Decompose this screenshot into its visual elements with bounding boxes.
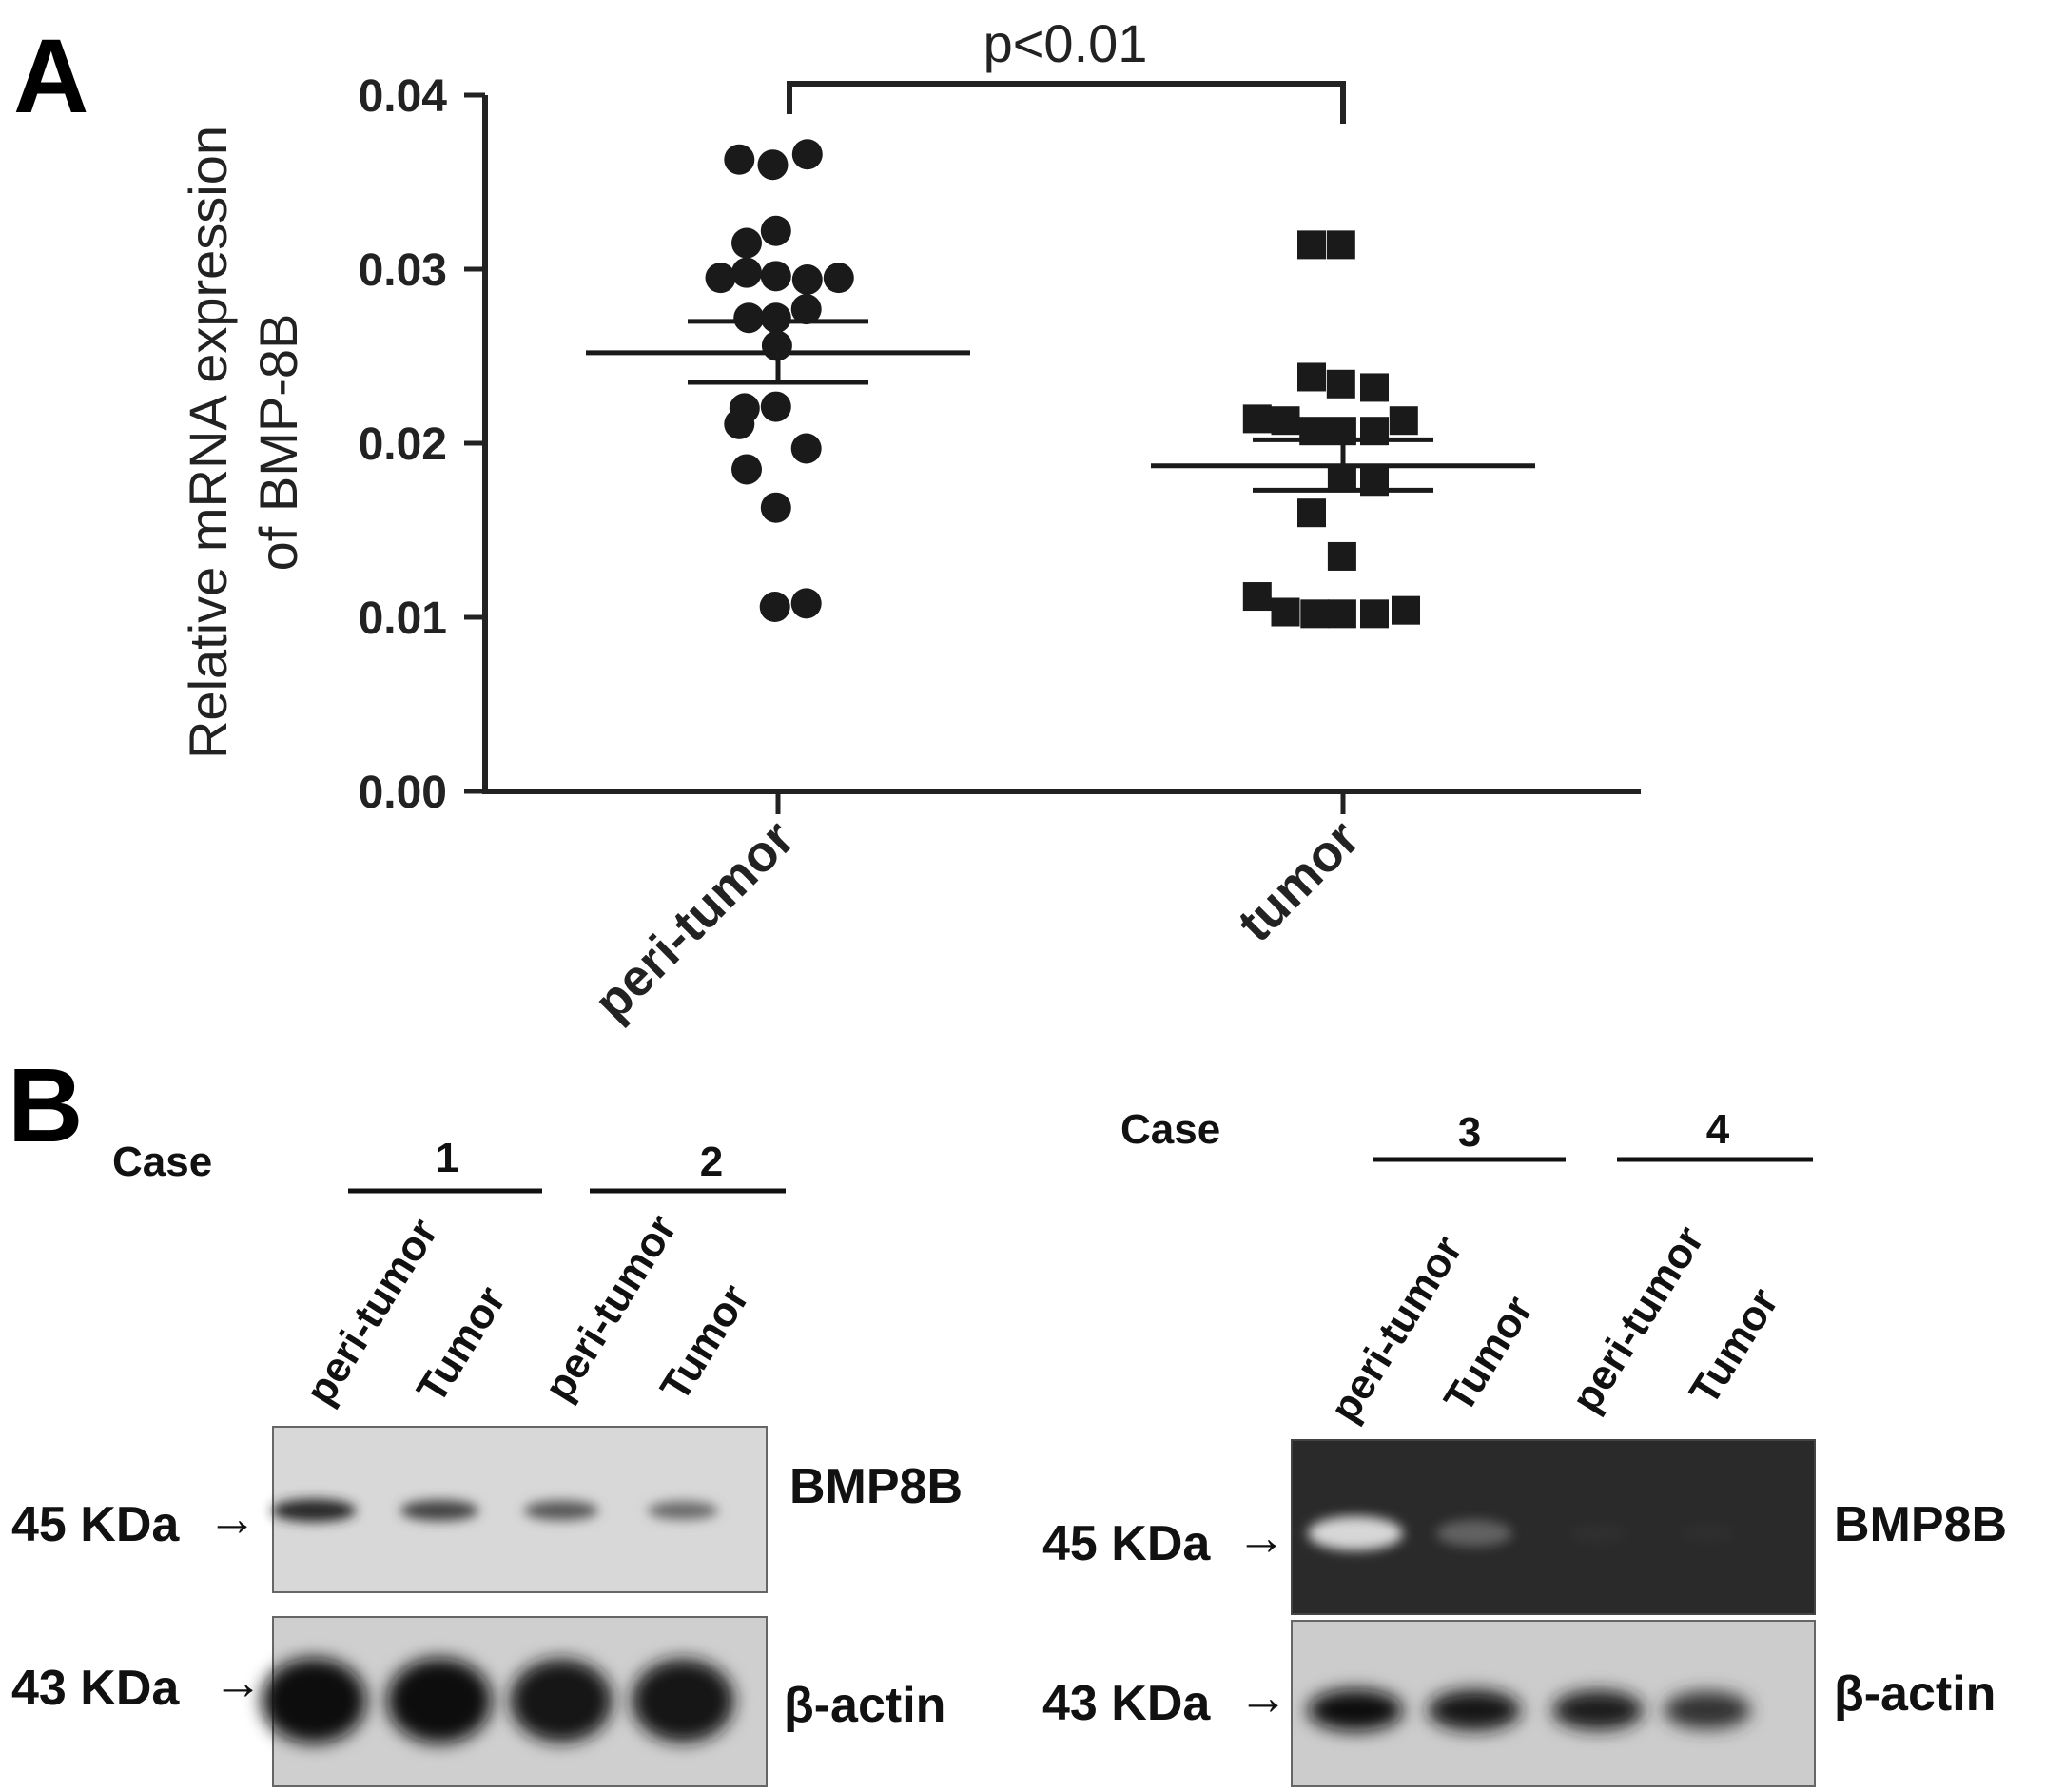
blot-left: Case 1 2 peri-tumor Tumor peri-tumor Tum… [11,1135,963,1787]
blot-right-lane-4: Tumor [1681,1280,1787,1412]
blot-right-case-3: 3 [1458,1109,1481,1156]
data-point-peri-tumor-4 [760,215,791,246]
blot-left-bmp8b-bands [271,1498,718,1523]
blot-left-case-2: 2 [700,1139,723,1185]
data-point-tumor-7 [1389,406,1418,436]
data-point-peri-tumor-19 [760,492,791,523]
band-blot1-row1-lane2 [399,1499,479,1522]
data-point-peri-tumor-6 [731,257,762,288]
data-point-peri-tumor-0 [724,144,755,175]
data-point-tumor-18 [1327,599,1356,629]
data-point-tumor-13 [1297,498,1326,528]
data-point-tumor-19 [1360,599,1389,629]
blot-left-actin-bands [262,1658,734,1743]
blot-left-case-label: Case [112,1139,212,1185]
blot-right-lane-2: Tumor [1435,1288,1542,1420]
band-blot2-row2-lane1 [1308,1689,1403,1731]
data-point-peri-tumor-20 [759,592,790,623]
panel-b-letter: B [8,1047,83,1164]
y-tick-label-4: 0.04 [359,71,448,122]
blot-left-bmp8b-arrow: → [207,1491,257,1547]
blot-right-actin-protein: β-actin [1834,1666,1996,1722]
data-point-tumor-0 [1297,230,1326,260]
blot-right-bmp8b-protein: BMP8B [1834,1497,2007,1552]
data-point-peri-tumor-15 [760,391,791,422]
blot-left-actin-arrow: → [213,1655,263,1710]
data-point-peri-tumor-12 [790,294,822,325]
band-blot1-row2-lane3 [510,1659,613,1743]
blot-right: Case 3 4 peri-tumor Tumor peri-tumor Tum… [1042,1106,2007,1787]
y-tick-label-2: 0.02 [359,419,447,470]
band-blot1-row2-lane1 [262,1658,366,1743]
blot-left-bmp8b-marker: 45 KDa [11,1497,180,1552]
data-point-tumor-2 [1297,362,1326,392]
y-axis-title-line2: of BMP-8B [248,314,308,572]
blot-right-actin-arrow: → [1238,1670,1288,1725]
data-point-peri-tumor-11 [760,302,791,334]
mean-sem-layer [586,319,1535,493]
x-category-label-peri-tumor: peri-tumor [583,809,805,1031]
data-point-peri-tumor-2 [791,139,823,170]
data-point-peri-tumor-5 [705,263,736,294]
data-point-peri-tumor-17 [790,433,822,464]
data-point-peri-tumor-16 [724,408,755,439]
band-blot2-row1-lane3 [1568,1523,1627,1544]
data-point-tumor-5 [1242,404,1272,434]
data-point-peri-tumor-18 [731,454,762,485]
blot-right-actin-bands [1308,1689,1751,1731]
significance-bracket [787,81,1346,124]
blot-right-bmp8b-arrow: → [1237,1510,1286,1566]
blot-right-case-4: 4 [1706,1106,1730,1153]
data-point-peri-tumor-3 [731,227,762,259]
blot-right-bmp8b-marker: 45 KDa [1042,1516,1211,1571]
panel-a: A 0.00 0.01 0.02 0.03 0.04 Relative mRNA… [13,13,1641,1031]
blot-right-actin-marker: 43 KDa [1042,1676,1211,1731]
y-tick-label-1: 0.01 [359,594,447,644]
data-point-tumor-20 [1392,595,1420,625]
data-point-tumor-4 [1360,373,1389,402]
band-blot1-row1-lane4 [648,1501,718,1520]
blot-left-lane-4: Tumor [652,1276,758,1409]
data-point-tumor-15 [1242,582,1272,612]
band-blot2-row1-lane1 [1308,1516,1403,1550]
y-tick-label-0: 0.00 [359,768,447,818]
y-axis-title-line1: Relative mRNA expression [178,126,238,759]
p-value-label: p<0.01 [984,13,1148,73]
data-point-peri-tumor-10 [733,302,765,334]
blot-left-case-1: 1 [436,1135,458,1181]
blot-left-lane-2: Tumor [408,1278,515,1411]
band-blot2-row1-lane2 [1436,1520,1512,1547]
data-point-peri-tumor-7 [760,261,791,292]
band-blot2-row2-lane2 [1428,1689,1521,1731]
blot-left-actin-marker: 43 KDa [11,1661,180,1716]
blot-left-actin-protein: β-actin [784,1678,945,1733]
data-point-peri-tumor-1 [757,149,789,181]
data-point-peri-tumor-8 [791,263,823,295]
band-blot1-row2-lane2 [387,1658,492,1743]
data-point-tumor-17 [1300,599,1330,629]
blot-right-bmp8b-bands [1308,1516,1736,1550]
data-point-peri-tumor-21 [790,588,822,619]
panel-b: B Case 1 2 peri-tumor Tumor peri-tumor T… [8,1047,2007,1787]
band-blot1-row1-lane3 [524,1500,598,1521]
data-point-tumor-1 [1326,230,1355,260]
data-point-tumor-6 [1271,406,1300,436]
data-point-tumor-14 [1327,541,1356,571]
data-point-tumor-3 [1326,369,1355,399]
data-point-tumor-16 [1271,597,1300,627]
band-blot1-row1-lane1 [271,1498,357,1523]
band-blot1-row2-lane4 [632,1659,734,1743]
y-tick-label-3: 0.03 [359,245,447,296]
blot-right-case-label: Case [1120,1106,1220,1153]
band-blot2-row2-lane4 [1664,1691,1751,1729]
band-blot2-row2-lane3 [1552,1690,1644,1730]
band-blot2-row1-lane4 [1679,1524,1736,1543]
data-point-peri-tumor-9 [823,263,854,294]
x-category-label-tumor: tumor [1227,809,1371,953]
panel-a-letter: A [13,18,88,135]
blot-left-bmp8b-protein: BMP8B [789,1459,963,1514]
y-ticks: 0.00 0.01 0.02 0.03 0.04 [359,71,485,818]
